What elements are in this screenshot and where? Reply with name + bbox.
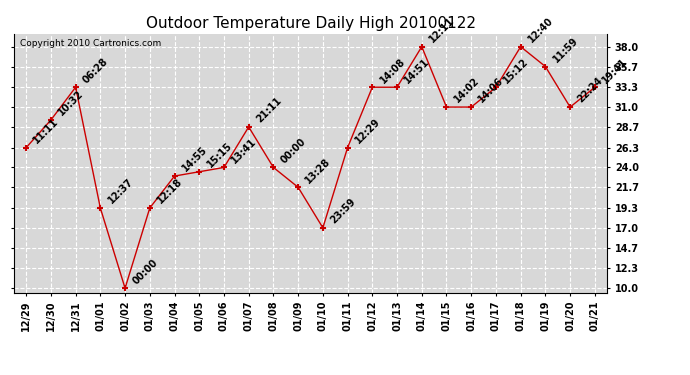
Text: 13:28: 13:28 (304, 156, 333, 185)
Text: 14:08: 14:08 (378, 56, 407, 85)
Text: 14:06: 14:06 (477, 76, 506, 105)
Text: 10:32: 10:32 (57, 89, 86, 118)
Text: 11:59: 11:59 (551, 35, 580, 64)
Text: 21:11: 21:11 (254, 96, 283, 125)
Text: 14:51: 14:51 (402, 56, 431, 85)
Text: 12:37: 12:37 (106, 177, 135, 206)
Text: 23:59: 23:59 (328, 196, 357, 226)
Text: 15:15: 15:15 (205, 141, 234, 170)
Text: 06:28: 06:28 (81, 56, 110, 85)
Text: 00:00: 00:00 (279, 136, 308, 165)
Text: 00:00: 00:00 (130, 257, 159, 286)
Text: 14:02: 14:02 (452, 76, 481, 105)
Text: 19:41: 19:41 (600, 56, 629, 85)
Text: 15:12: 15:12 (502, 56, 531, 85)
Text: Copyright 2010 Cartronics.com: Copyright 2010 Cartronics.com (20, 39, 161, 48)
Text: 12:18: 12:18 (155, 177, 184, 206)
Title: Outdoor Temperature Daily High 20100122: Outdoor Temperature Daily High 20100122 (146, 16, 475, 31)
Text: 12:11: 12:11 (427, 15, 456, 45)
Text: 12:29: 12:29 (353, 117, 382, 146)
Text: 14:55: 14:55 (180, 145, 209, 174)
Text: 22:24: 22:24 (575, 76, 604, 105)
Text: 12:40: 12:40 (526, 15, 555, 45)
Text: 13:41: 13:41 (230, 136, 259, 165)
Text: 11:11: 11:11 (32, 117, 61, 146)
